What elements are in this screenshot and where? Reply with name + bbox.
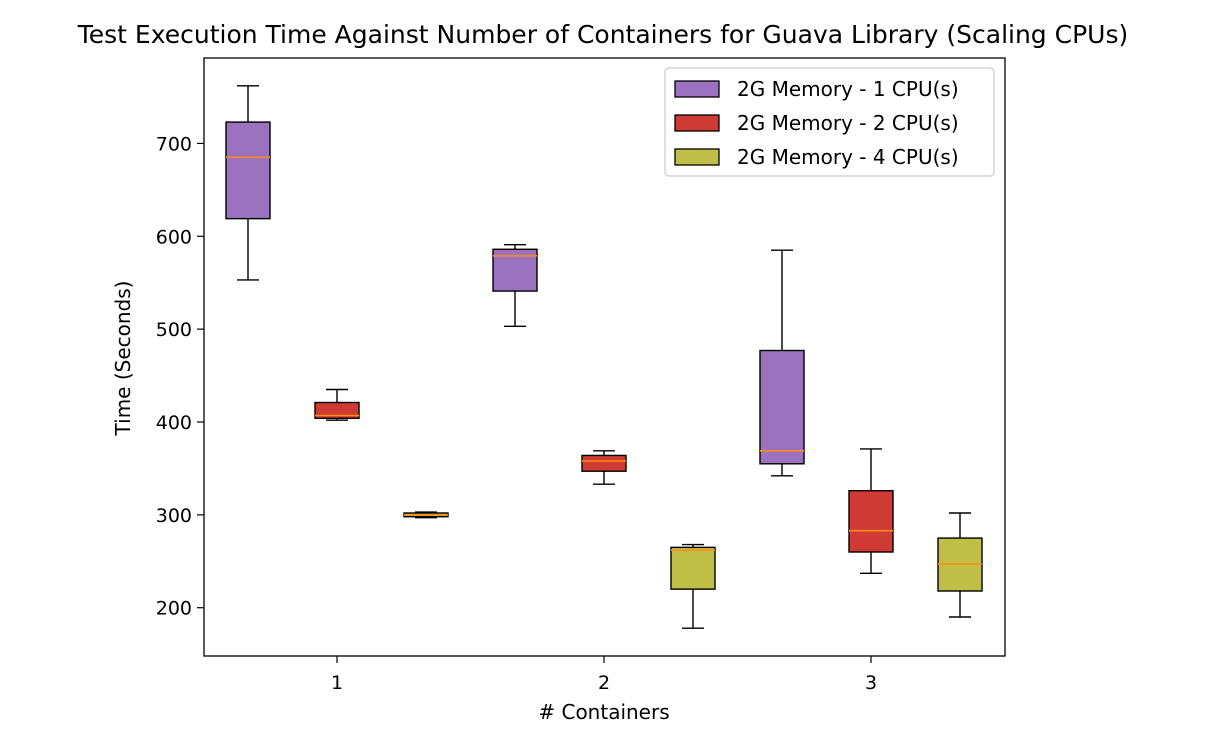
x-tick-label: 2 [598,672,610,694]
legend-swatch [674,148,720,166]
y-tick-label: 500 [156,319,192,341]
y-axis-label: Time (Seconds) [111,281,135,437]
y-tick-label: 200 [156,598,192,620]
box-2-cat-1 [314,388,360,421]
x-axis: 1 2 3 [331,656,877,694]
legend-swatch [674,114,720,132]
box-2-cat-3 [848,448,894,575]
x-tick-label: 3 [865,672,877,694]
x-axis-label: # Containers [538,700,669,724]
box-iqr [670,546,716,590]
box-iqr [848,490,894,553]
box-iqr [314,401,360,419]
box-group [225,85,983,629]
legend-label: 2G Memory - 4 CPU(s) [737,145,959,169]
y-tick-label: 600 [156,226,192,248]
box-3-cat-1 [403,511,449,519]
box-iqr [225,121,271,220]
box-3-cat-2 [670,543,716,629]
legend-swatch [674,80,720,98]
x-tick-label: 1 [331,672,343,694]
chart-title: Test Execution Time Against Number of Co… [77,20,1128,49]
box-iqr [759,349,805,465]
box-1-cat-1 [225,85,271,281]
y-tick-label: 700 [156,133,192,155]
legend-frame [664,67,995,177]
box-iqr [581,454,627,472]
box-1-cat-3 [759,249,805,477]
box-2-cat-2 [581,450,627,485]
legend: 2G Memory - 1 CPU(s) 2G Memory - 2 CPU(s)… [664,67,995,177]
legend-label: 2G Memory - 1 CPU(s) [737,77,959,101]
box-3-cat-3 [937,512,983,618]
legend-label: 2G Memory - 2 CPU(s) [737,111,959,135]
box-1-cat-2 [492,243,538,328]
y-tick-label: 300 [156,505,192,527]
y-tick-label: 400 [156,412,192,434]
y-axis: 200 300 400 500 600 700 [156,133,204,620]
